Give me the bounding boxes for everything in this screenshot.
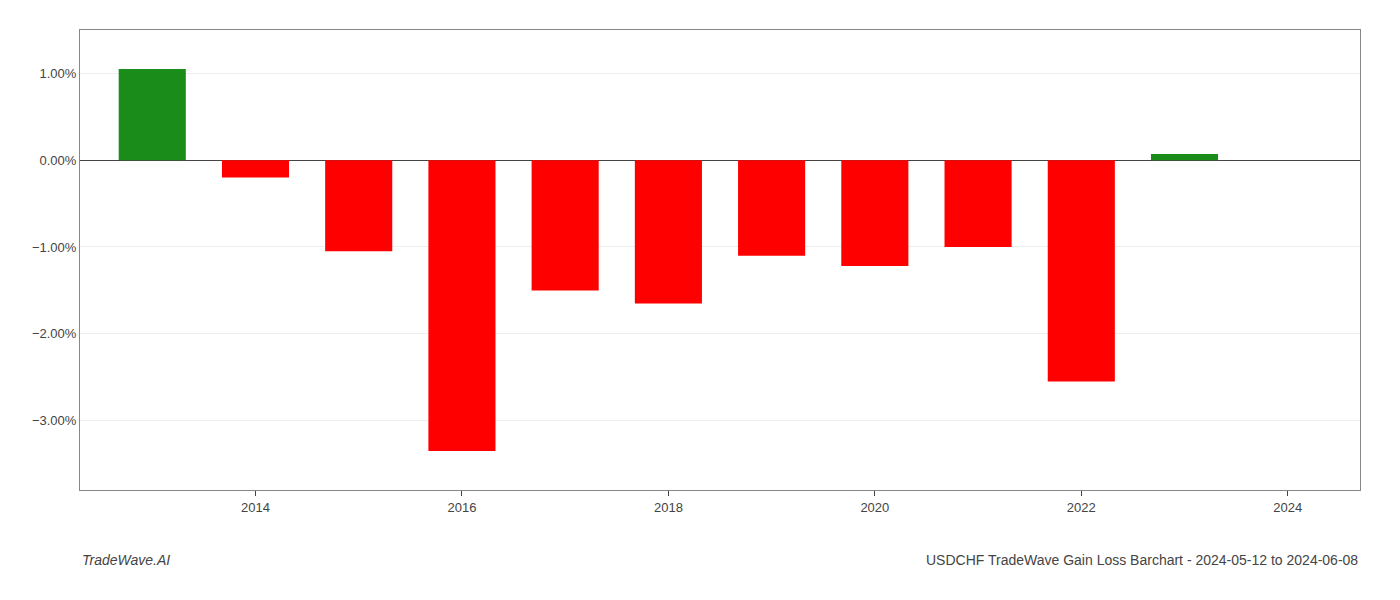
svg-text:1.00%: 1.00%	[40, 66, 77, 81]
svg-text:2022: 2022	[1067, 500, 1096, 515]
svg-text:2016: 2016	[447, 500, 476, 515]
svg-text:2014: 2014	[241, 500, 270, 515]
svg-text:2020: 2020	[860, 500, 889, 515]
svg-text:−3.00%: −3.00%	[32, 413, 77, 428]
svg-text:0.00%: 0.00%	[40, 153, 77, 168]
svg-text:2018: 2018	[654, 500, 683, 515]
svg-text:2024: 2024	[1273, 500, 1302, 515]
svg-text:−1.00%: −1.00%	[32, 240, 77, 255]
svg-text:TradeWave.AI: TradeWave.AI	[82, 552, 170, 568]
svg-text:USDCHF TradeWave Gain Loss Bar: USDCHF TradeWave Gain Loss Barchart - 20…	[926, 552, 1358, 568]
svg-text:−2.00%: −2.00%	[32, 326, 77, 341]
